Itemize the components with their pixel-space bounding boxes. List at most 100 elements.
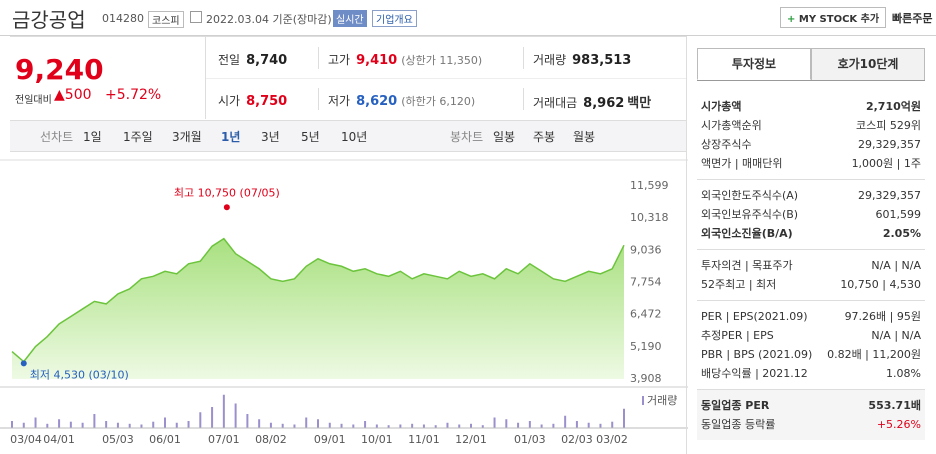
mystock-button[interactable]: + MY STOCK 추가 [780,7,887,28]
stat: 고가 9,410 (상한가 11,350) [318,47,483,69]
tab-item[interactable]: 주봉 [533,130,556,144]
price: 9,240 [15,53,104,86]
volume-bar [411,423,414,428]
volume-bar [528,421,531,428]
volume-bar [540,424,543,428]
panel-row: 외국인보유주식수(B) 601,599 [701,205,921,224]
tab-item[interactable]: 1일 [83,130,102,144]
volume-bar [446,422,449,428]
row-line [206,78,687,79]
x-tick-label: 07/01 [208,433,240,446]
panel-row: 투자의견 | 목표주가 N/A | N/A [701,256,921,275]
row-label: 상장주식수 [701,138,752,151]
volume-bar [93,414,96,428]
volume-bar [128,423,131,428]
row-value: N/A | N/A [871,329,921,342]
tab-item[interactable]: 10년 [341,130,368,144]
stat-extra: (하한가 6,120) [401,95,476,108]
volume-bar [564,415,567,428]
row-label: 투자의견 | 목표주가 [701,259,793,272]
row-label: 배당수익률 | 2021.12 [701,367,808,380]
panel-row: 외국인한도주식수(A) 29,329,357 [701,186,921,205]
price-line [11,237,625,363]
tab-item[interactable]: 3개월 [172,130,202,144]
y-tick-label: 10,318 [630,211,669,224]
x-tick-label: 05/03 [102,433,134,446]
stock-name: 금강공업 [12,8,86,32]
stat: 거래량 983,513 [523,47,631,69]
stat-unit: 백만 [627,96,652,111]
stat: 거래대금 8,962 백만 [523,88,652,111]
x-tick-label: 02/03 [561,433,593,446]
stat-value: 8,962 [583,96,625,111]
company-button[interactable]: 기업개요 [372,10,417,27]
volume-bar [340,423,343,428]
volume-bar [222,394,225,428]
stats: 전일 8,740 고가 9,410 (상한가 11,350) 거래량 983,513 시가 8,… [205,37,687,119]
stat-extra: (상한가 11,350) [401,54,483,67]
volume-bar [81,422,84,428]
volume-bar [458,424,461,428]
stat-value: 8,750 [246,94,288,109]
annotation: 최고 10,750 (07/05) [174,186,280,199]
volume-bar [517,422,520,428]
volume-bar [317,419,319,428]
panel-row: 상장주식수 29,329,357 [701,135,921,154]
panel-tab[interactable]: 투자정보 [697,48,811,80]
volume-bar [375,424,378,428]
divider [686,36,687,454]
volume-bar [46,423,49,428]
row-label: 추정PER | EPS [701,329,774,342]
y-tick-label: 6,472 [630,308,662,321]
realtime-badge[interactable]: 실시간 [333,10,367,27]
volume-bar [493,417,496,428]
annotation-dot [223,204,230,211]
volume-bar [470,423,472,428]
tab-item[interactable]: 3년 [261,130,280,144]
change-value: 500 [64,87,92,103]
separator [523,47,524,69]
tab-item[interactable]: 월봉 [573,130,596,144]
panel-group: 외국인한도주식수(A) 29,329,357 외국인보유주식수(B) 601,599 외… [697,179,925,249]
stat: 저가 8,620 (하한가 6,120) [318,88,476,110]
row-value: 0.82배 | 11,200원 [827,348,921,361]
volume-bar [69,421,72,428]
order-button[interactable]: 빠른주문 [892,12,933,25]
annotation: 최저 4,530 (03/10) [30,368,129,381]
stat-value: 9,410 [356,53,398,68]
volume-bar [575,421,578,428]
volume-bar [399,424,402,428]
info-panel: 투자정보 호가10단계 시가총액 2,710억원 시가총액순위 코스피 529위 상장주식수… [697,48,925,440]
row-label: 시가총액 [701,100,742,113]
volume-bar [199,412,202,428]
tab-item[interactable]: 5년 [301,130,320,144]
row-value: 553.71배 [868,399,921,412]
tab-item[interactable]: 일봉 [493,130,516,144]
tab-item[interactable]: 1주일 [123,130,153,144]
volume-bar [505,419,508,428]
panel-row: 외국인소진율(B/A) 2.05% [701,224,921,243]
volume-bar [152,421,155,428]
row-label: 외국인한도주식수(A) [701,189,799,202]
tab-item[interactable]: 1년 [221,130,241,144]
volume-bar [281,423,284,428]
volume-bar [434,425,437,428]
y-tick-label: 11,599 [630,179,669,192]
volume-bar [175,422,178,428]
volume-bar [599,423,602,428]
y-tick-label: 3,908 [630,372,662,385]
row-label: 시가총액순위 [701,119,762,132]
volume-bar [164,417,166,428]
row-value: +5.26% [876,418,921,431]
x-tick-label: 08/02 [255,433,287,446]
volume-bar [352,424,355,428]
legend-label: 거래량 [647,394,677,407]
market-badge: 코스피 [148,11,184,28]
y-tick-label: 5,190 [630,340,662,353]
volume-bar [422,424,425,428]
tab-label: 선차트 [40,130,74,144]
panel-tab[interactable]: 호가10단계 [811,48,925,80]
panel-row: 동일업종 등락률 +5.26% [701,415,921,434]
panel-row: 동일업종 PER 553.71배 [701,396,921,415]
volume-bar [552,423,555,428]
